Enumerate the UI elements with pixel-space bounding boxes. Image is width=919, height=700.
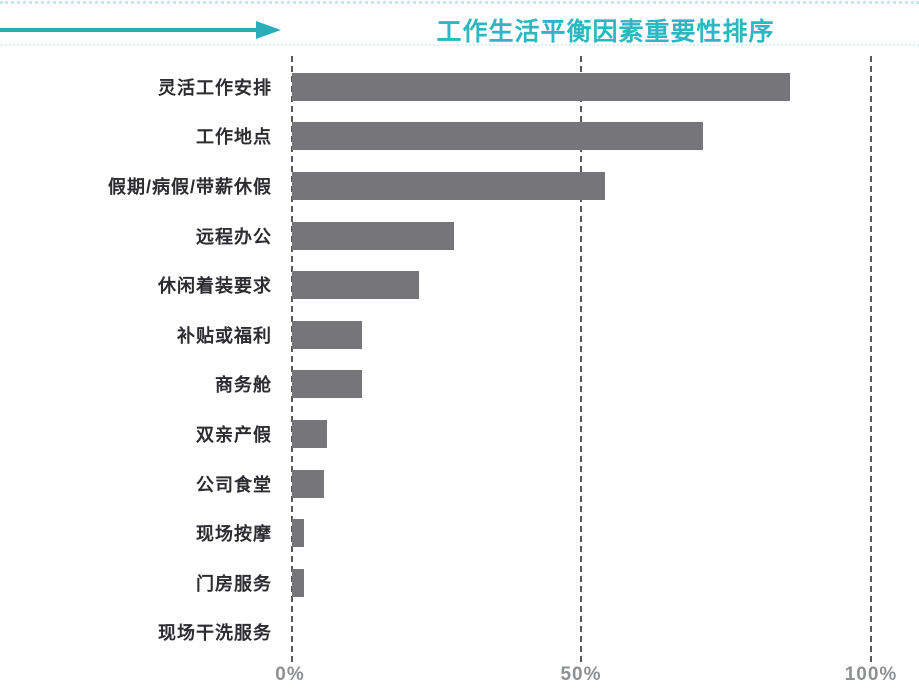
- arrow-line: [0, 28, 260, 32]
- bar-track: [292, 419, 919, 448]
- bar-rows: 灵活工作安排工作地点假期/病假/带薪休假远程办公休闲着装要求补贴或福利商务舱双亲…: [0, 62, 919, 657]
- category-label: 补贴或福利: [177, 325, 272, 346]
- category-label: 双亲产假: [196, 424, 272, 445]
- category-label: 公司食堂: [196, 474, 272, 495]
- chart-row: 商务舱: [0, 360, 919, 410]
- gridline-0pct: [291, 56, 293, 662]
- bar: [292, 568, 304, 597]
- category-label: 门房服务: [196, 573, 272, 594]
- bar-track: [292, 221, 919, 250]
- x-tick-100: 100%: [844, 664, 898, 685]
- bar-track: [292, 519, 919, 548]
- category-label: 现场按摩: [196, 524, 272, 545]
- chart-row: 公司食堂: [0, 459, 919, 509]
- bar-track: [292, 72, 919, 101]
- chart-row: 补贴或福利: [0, 310, 919, 360]
- title-dotted-divider: [0, 44, 919, 46]
- chart-row: 双亲产假: [0, 409, 919, 459]
- arrow-head: [256, 21, 281, 39]
- category-label: 商务舱: [215, 375, 272, 396]
- chart-row: 休闲着装要求: [0, 260, 919, 310]
- bar: [292, 271, 420, 300]
- bar-track: [292, 370, 919, 399]
- category-label: 假期/病假/带薪休假: [107, 176, 272, 197]
- gridline-100pct: [870, 56, 872, 662]
- category-label: 休闲着装要求: [158, 276, 272, 297]
- bar-track: [292, 122, 919, 151]
- gridline-50pct: [580, 56, 582, 662]
- bar: [292, 72, 790, 101]
- category-label: 工作地点: [196, 127, 272, 148]
- chart-row: 灵活工作安排: [0, 62, 919, 112]
- bar-track: [292, 469, 919, 498]
- top-dotted-divider: [0, 1, 919, 4]
- chart-row: 工作地点: [0, 112, 919, 162]
- category-label: 灵活工作安排: [158, 77, 272, 98]
- chart-row: 现场按摩: [0, 508, 919, 558]
- x-tick-0: 0%: [275, 664, 305, 685]
- category-label: 现场干洗服务: [158, 623, 272, 644]
- flow-arrow-icon: [0, 0, 290, 60]
- bar-track: [292, 618, 919, 646]
- bar-track: [292, 320, 919, 349]
- bar-track: [292, 568, 919, 597]
- bar: [292, 419, 327, 448]
- chart-row: 假期/病假/带薪休假: [0, 161, 919, 211]
- bar: [292, 370, 362, 399]
- chart-title: 工作生活平衡因素重要性排序: [436, 18, 775, 46]
- x-tick-50: 50%: [560, 664, 602, 685]
- bar: [292, 221, 455, 250]
- bar-track: [292, 271, 919, 300]
- category-label: 远程办公: [196, 226, 272, 247]
- bar: [292, 519, 304, 548]
- bar-track: [292, 171, 919, 200]
- bar: [292, 469, 324, 498]
- bar: [292, 171, 605, 200]
- bar: [292, 122, 704, 151]
- chart-row: 现场干洗服务: [0, 608, 919, 658]
- chart-row: 远程办公: [0, 211, 919, 261]
- bar: [292, 320, 362, 349]
- chart-row: 门房服务: [0, 558, 919, 608]
